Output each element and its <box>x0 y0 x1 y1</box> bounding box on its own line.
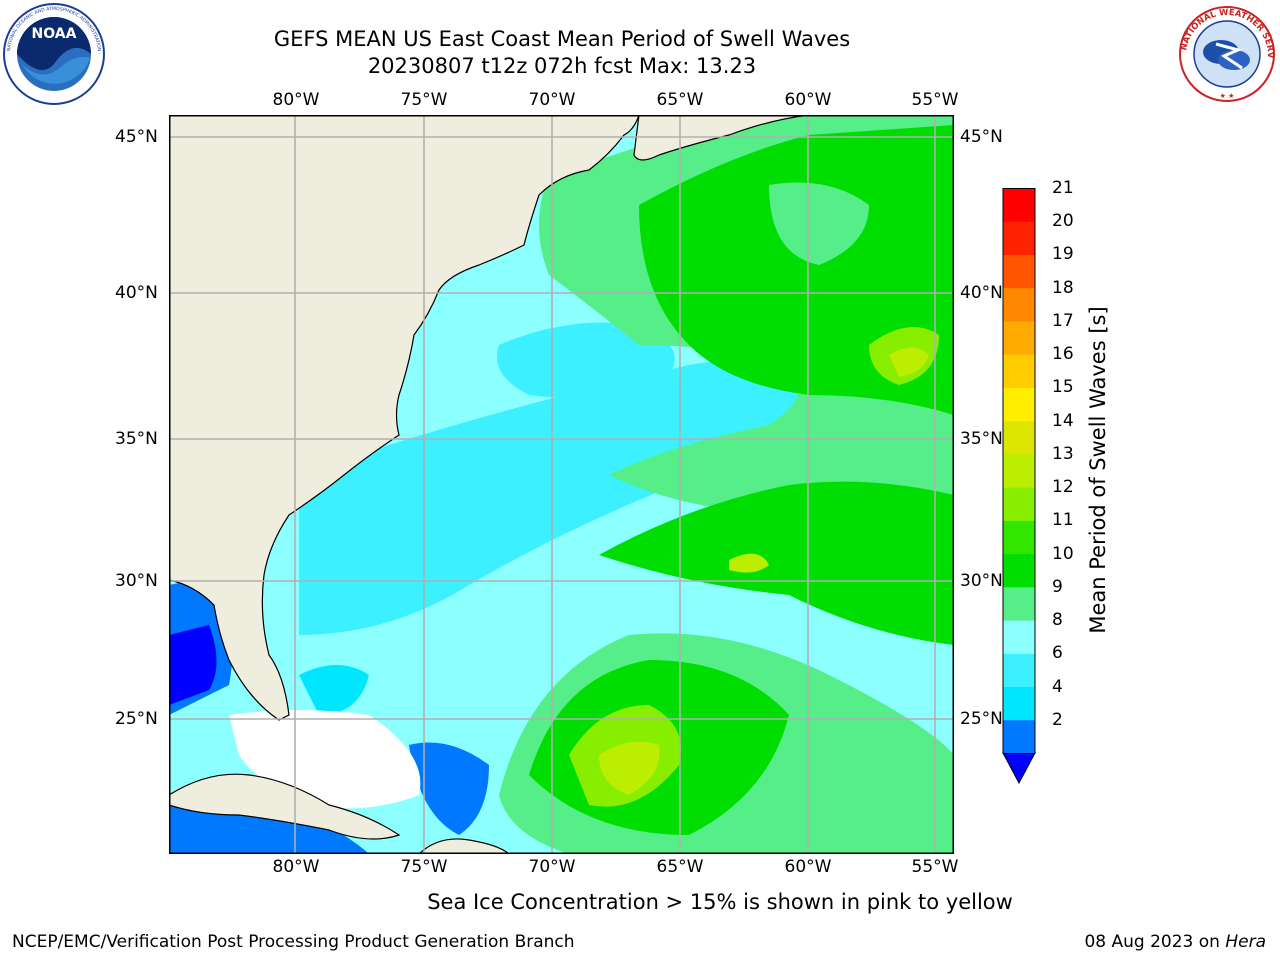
lon-label-top: 75°W <box>400 90 448 110</box>
colorbar-tick-label: 15 <box>1052 377 1074 398</box>
colorbar-segment <box>1003 719 1035 754</box>
colorbar-segment <box>1003 420 1035 455</box>
swell-zone-2s-gulf <box>169 625 217 705</box>
lon-label-top: 65°W <box>656 90 704 110</box>
colorbar-tick-label: 13 <box>1052 443 1074 464</box>
lon-label-bottom: 75°W <box>400 857 448 877</box>
lon-label-bottom: 60°W <box>784 857 832 877</box>
swell-zone-13s-south <box>599 741 660 795</box>
lon-label-top: 70°W <box>528 90 576 110</box>
colorbar-tick-label: 16 <box>1052 344 1074 365</box>
noaa-logo-text: NOAA <box>32 26 77 42</box>
colorbar-tick-label: 2 <box>1052 709 1063 730</box>
colorbar-tick-label: 20 <box>1052 211 1074 232</box>
swell-zone-13s-ne <box>889 347 929 377</box>
swell-zone-6s <box>299 665 369 715</box>
colorbar-tick-label: 11 <box>1052 510 1074 531</box>
swell-zone-7s-b <box>497 322 675 398</box>
sea-ice-caption: Sea Ice Concentration > 15% is shown in … <box>427 890 1013 914</box>
colorbar-tick-label: 19 <box>1052 244 1074 265</box>
colorbar-tick-label: 4 <box>1052 676 1063 697</box>
swell-zone-9s-pocket <box>769 182 869 265</box>
colorbar-segment <box>1003 586 1035 621</box>
lon-label-bottom: 70°W <box>528 857 576 877</box>
map-title: GEFS MEAN US East Coast Mean Period of S… <box>273 27 851 51</box>
colorbar-segment <box>1003 221 1035 255</box>
colorbar-frame <box>1002 188 1036 754</box>
colorbar-segment <box>1003 520 1035 555</box>
colorbar-segment <box>1003 653 1035 688</box>
colorbar-segment <box>1003 387 1035 422</box>
colorbar-segment <box>1003 453 1035 488</box>
land-nova-scotia <box>633 115 810 161</box>
colorbar-tick-label: 21 <box>1052 178 1074 198</box>
lat-label-right: 45°N <box>960 127 1003 147</box>
colorbar-tick-label: 10 <box>1052 543 1074 564</box>
colorbar-tick-label: 17 <box>1052 310 1074 331</box>
lon-label-bottom: 65°W <box>656 857 704 877</box>
land-cuba <box>169 773 401 840</box>
lat-label-left: 25°N <box>115 709 158 729</box>
colorbar-tick-label: 14 <box>1052 410 1074 431</box>
colorbar-segment <box>1003 354 1035 388</box>
lat-label-right: 30°N <box>960 571 1003 591</box>
lat-label-left: 45°N <box>115 127 158 147</box>
nws-logo-icon: NATIONAL WEATHER SERVICE ★ ★ <box>1176 4 1275 102</box>
colorbar-segment <box>1003 553 1035 588</box>
colorbar-segment <box>1003 487 1035 521</box>
noaa-logo-icon: NOAA NATIONAL OCEANIC AND ATMOSPHERIC AD… <box>2 2 105 105</box>
colorbar-tick-label: 9 <box>1052 576 1063 597</box>
map-frame <box>169 115 954 854</box>
colorbar-label: Mean Period of Swell Waves [s] <box>1086 306 1110 634</box>
credit-line: NCEP/EMC/Verification Post Processing Pr… <box>12 932 575 952</box>
swell-zone-13s-mid <box>729 553 769 573</box>
colorbar-segment <box>1003 686 1035 721</box>
swell-zone-10s-mid <box>599 481 954 645</box>
colorbar-segment <box>1003 320 1035 355</box>
colorbar <box>1002 188 1036 784</box>
swell-period-map <box>169 115 954 854</box>
colorbar-under-triangle <box>1002 752 1036 784</box>
colorbar-tick-label: 6 <box>1052 643 1063 664</box>
lon-label-top: 60°W <box>784 90 832 110</box>
lon-label-bottom: 80°W <box>272 857 320 877</box>
lon-label-bottom: 55°W <box>911 857 959 877</box>
lat-label-right: 35°N <box>960 429 1003 449</box>
lon-label-top: 80°W <box>272 90 320 110</box>
colorbar-tick-label: 18 <box>1052 277 1074 298</box>
colorbar-tick-label: 12 <box>1052 477 1074 498</box>
lat-label-left: 30°N <box>115 571 158 591</box>
land-hispaniola <box>418 838 510 854</box>
colorbar-segment <box>1003 287 1035 322</box>
lat-label-left: 35°N <box>115 429 158 449</box>
land-us-east <box>169 115 640 721</box>
colorbar-segment <box>1003 254 1035 289</box>
colorbar-tick-label: 8 <box>1052 610 1063 631</box>
machine-name: Hera <box>1225 932 1266 952</box>
lon-label-top: 55°W <box>911 90 959 110</box>
lat-label-right: 40°N <box>960 283 1003 303</box>
colorbar-segment <box>1003 620 1035 654</box>
colorbar-segment <box>1003 188 1035 222</box>
lat-label-right: 25°N <box>960 709 1003 729</box>
graticule <box>169 115 954 854</box>
swell-zone-4s-bahamas <box>409 742 489 835</box>
swell-zone-7s <box>299 359 869 635</box>
date-text: 08 Aug 2023 on <box>1084 932 1226 952</box>
map-subtitle: 20230807 t12z 072h fcst Max: 13.23 <box>367 54 757 78</box>
date-stamp: 08 Aug 2023 on Hera <box>1084 932 1266 952</box>
lat-label-left: 40°N <box>115 283 158 303</box>
svg-text:★ ★: ★ ★ <box>1220 92 1235 100</box>
